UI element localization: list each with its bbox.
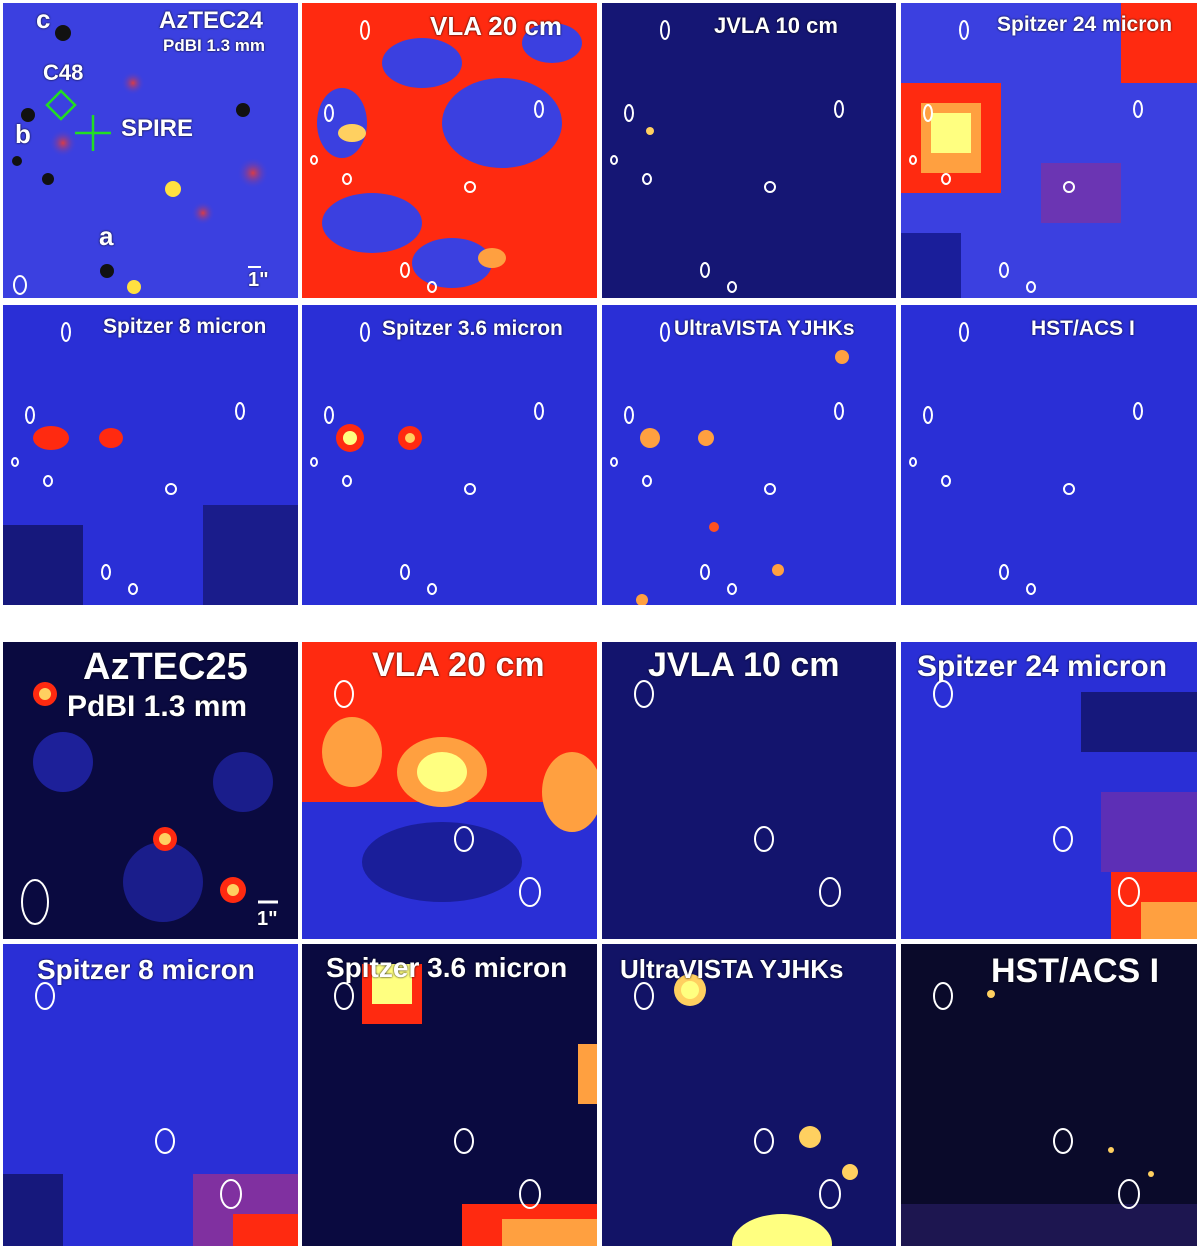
aztec24-hst-image xyxy=(901,305,1197,605)
aztec24-spitzer36-image xyxy=(302,305,597,605)
aztec25-jvla10-image xyxy=(602,642,896,939)
panel-title: Spitzer 3.6 micron xyxy=(326,952,568,983)
aztec24-spitzer24-image xyxy=(901,3,1197,298)
panel-title: HST/ACS I xyxy=(991,952,1160,990)
aztec24-spitzer8-image xyxy=(3,305,298,605)
panel-title: Spitzer 8 micron xyxy=(103,315,267,338)
panel-title: Spitzer 24 micron xyxy=(917,650,1168,683)
scale-bar-label: 1" xyxy=(257,908,278,930)
panel-title: UltraVISTA YJHKs xyxy=(674,317,855,340)
panel-title: JVLA 10 cm xyxy=(648,646,840,684)
panel-title: Spitzer 3.6 micron xyxy=(382,317,563,340)
aztec25-spitzer8-image xyxy=(3,944,298,1246)
aztec25-pdbi-panel: AzTEC25 PdBI 1.3 mm 1" xyxy=(3,642,298,939)
aztec24-spitzer8-panel: Spitzer 8 micron xyxy=(3,305,298,605)
aztec25-ultravista-panel: UltraVISTA YJHKs xyxy=(602,944,896,1246)
aztec25-hst-panel: HST/ACS I xyxy=(901,944,1197,1246)
scale-bar-label: 1" xyxy=(248,269,269,291)
aztec24-spitzer24-panel: Spitzer 24 micron xyxy=(901,3,1197,298)
panel-title: Spitzer 8 micron xyxy=(37,954,255,985)
aztec25-vla20-panel: VLA 20 cm xyxy=(302,642,597,939)
panel-title: HST/ACS I xyxy=(1031,317,1135,340)
aztec24-ultravista-panel: UltraVISTA YJHKs xyxy=(602,305,896,605)
aztec25-spitzer8-panel: Spitzer 8 micron xyxy=(3,944,298,1246)
panel-title: JVLA 10 cm xyxy=(714,13,838,38)
panel-title: UltraVISTA YJHKs xyxy=(620,954,844,984)
aztec25-spitzer24-image xyxy=(901,642,1197,939)
aztec25-spitzer36-image xyxy=(302,944,597,1246)
panel-title: VLA 20 cm xyxy=(430,11,562,41)
aztec24-hst-panel: HST/ACS I xyxy=(901,305,1197,605)
panel-title: VLA 20 cm xyxy=(372,646,545,684)
aztec24-ultravista-image xyxy=(602,305,896,605)
spire-label: SPIRE xyxy=(121,115,194,142)
aztec25-jvla10-panel: JVLA 10 cm xyxy=(602,642,896,939)
aztec24-spitzer36-panel: Spitzer 3.6 micron xyxy=(302,305,597,605)
panel-title: Spitzer 24 micron xyxy=(997,13,1173,36)
aztec25-ultravista-image xyxy=(602,944,896,1246)
panel-title: AzTEC24 xyxy=(159,7,264,34)
aztec25-pdbi-image xyxy=(3,642,298,939)
aztec24-pdbi-image xyxy=(3,3,298,298)
aztec24-vla20-image xyxy=(302,3,597,298)
panel-subtitle: PdBI 1.3 mm xyxy=(67,690,248,723)
source-label-b: b xyxy=(15,119,31,149)
aztec24-jvla10-image xyxy=(602,3,896,298)
source-label-c: c xyxy=(36,4,51,34)
source-label-a: a xyxy=(99,221,114,251)
aztec25-spitzer24-panel: Spitzer 24 micron xyxy=(901,642,1197,939)
panel-subtitle: PdBI 1.3 mm xyxy=(163,36,266,55)
aztec24-jvla10-panel: JVLA 10 cm xyxy=(602,3,896,298)
aztec24-pdbi-panel: AzTEC24 PdBI 1.3 mm c b a C48 SPIRE 1" xyxy=(3,3,298,298)
aztec25-vla20-image xyxy=(302,642,597,939)
aztec25-spitzer36-panel: Spitzer 3.6 micron xyxy=(302,944,597,1246)
aztec24-vla20-panel: VLA 20 cm xyxy=(302,3,597,298)
c48-label: C48 xyxy=(43,60,84,85)
panel-title: AzTEC25 xyxy=(83,646,248,688)
